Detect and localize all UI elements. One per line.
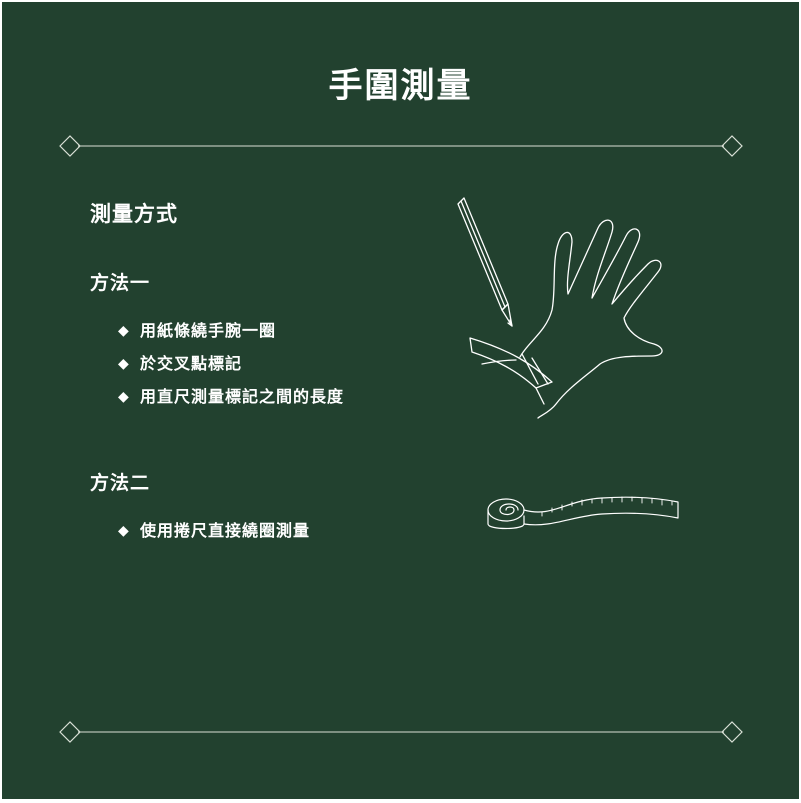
diamond-bullet-icon: ◆ (118, 389, 130, 405)
diamond-bullet-icon: ◆ (118, 523, 130, 539)
pencil-icon (457, 197, 513, 327)
step-text: 於交叉點標記 (140, 354, 243, 373)
bottom-divider (59, 721, 743, 743)
diamond-ornament-icon (721, 721, 743, 743)
step-text: 用紙條繞手腕一圈 (140, 321, 277, 340)
list-item: ◆ 用直尺測量標記之間的長度 (118, 386, 344, 419)
step-text: 用直尺測量標記之間的長度 (140, 387, 345, 406)
section-heading: 測量方式 (90, 201, 178, 226)
hand-outline (519, 219, 663, 419)
hand-with-pencil-illustration (457, 197, 663, 419)
page-title: 手圍測量 (328, 66, 473, 106)
method-two-steps: ◆ 使用捲尺直接繞圈測量 (118, 520, 310, 553)
step-text: 使用捲尺直接繞圈測量 (140, 521, 311, 540)
diamond-bullet-icon: ◆ (118, 323, 130, 339)
method-one-title: 方法一 (90, 272, 151, 294)
list-item: ◆ 用紙條繞手腕一圈 (118, 320, 344, 353)
diamond-ornament-icon (721, 135, 743, 157)
list-item: ◆ 使用捲尺直接繞圈測量 (118, 520, 310, 553)
diamond-ornament-icon (59, 721, 81, 743)
diamond-ornament-icon (59, 135, 81, 157)
method-two-title: 方法二 (90, 472, 151, 494)
top-divider (59, 135, 743, 157)
measuring-tape-illustration (487, 496, 679, 530)
paper-strip (469, 337, 553, 389)
diamond-bullet-icon: ◆ (118, 356, 130, 372)
method-one-steps: ◆ 用紙條繞手腕一圈 ◆ 於交叉點標記 ◆ 用直尺測量標記之間的長度 (118, 320, 344, 419)
list-item: ◆ 於交叉點標記 (118, 353, 344, 386)
tape-ticks (541, 496, 673, 517)
